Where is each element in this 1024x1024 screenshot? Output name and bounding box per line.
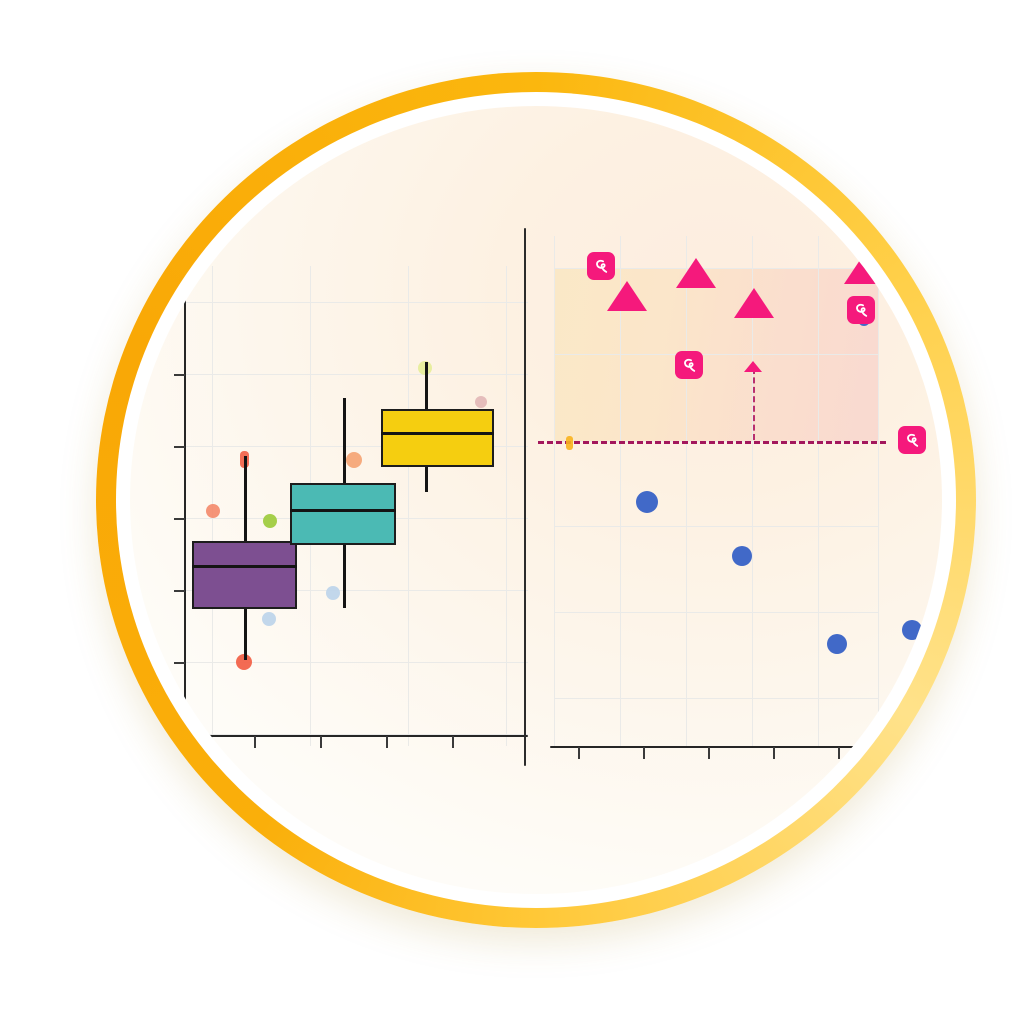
grid-line-h — [186, 446, 528, 447]
grid-line-v — [878, 236, 879, 746]
annotation-badge-icon[interactable] — [587, 252, 615, 280]
grid-line-v — [554, 236, 555, 746]
x-axis-tick — [254, 736, 256, 748]
annotation-badge-icon[interactable] — [898, 426, 926, 454]
grid-line-v — [752, 236, 753, 746]
y-axis-tick — [174, 446, 185, 448]
grid-line-h — [186, 590, 528, 591]
scatter-point-baseline — [732, 546, 752, 566]
plate-inner-disc — [130, 106, 942, 894]
scatter-point-baseline — [827, 634, 847, 654]
threshold-line — [538, 441, 886, 444]
jitter-point — [262, 612, 276, 626]
boxplot-box — [381, 409, 494, 467]
jitter-point — [236, 654, 252, 670]
y-axis-line — [184, 272, 186, 714]
x-axis-tick — [643, 747, 645, 759]
x-axis-tick — [320, 736, 322, 748]
y-axis-tick — [174, 518, 185, 520]
grid-line-v — [408, 266, 409, 746]
grid-line-v — [686, 236, 687, 746]
grid-line-h — [186, 734, 528, 735]
boxplot-whisker — [343, 398, 346, 488]
jitter-point — [206, 504, 220, 518]
boxplot-whisker — [343, 544, 346, 608]
boxplot-panel — [130, 106, 540, 894]
x-axis-tick — [452, 736, 454, 748]
panel-divider — [524, 228, 526, 766]
y-axis-tick — [174, 590, 185, 592]
y-axis-tick — [174, 374, 185, 376]
x-axis-tick — [838, 747, 840, 759]
x-axis-line — [550, 746, 880, 748]
boxplot-median-line — [192, 565, 297, 568]
grid-line-h — [186, 302, 528, 303]
threshold-marker — [566, 436, 573, 450]
scatter-point-significant — [844, 254, 884, 284]
scatter-point-significant — [607, 281, 647, 311]
boxplot-whisker — [425, 464, 428, 492]
jitter-point — [475, 396, 487, 408]
jitter-point — [326, 586, 340, 600]
grid-line-h — [554, 268, 878, 269]
grid-line-v — [506, 266, 507, 746]
boxplot-box — [192, 541, 297, 609]
grid-line-h — [186, 374, 528, 375]
scatter-point-significant — [734, 288, 774, 318]
x-axis-tick — [578, 747, 580, 759]
x-axis-tick — [386, 736, 388, 748]
grid-line-h — [554, 526, 878, 527]
annotation-badge-icon[interactable] — [847, 296, 875, 324]
x-axis-tick — [708, 747, 710, 759]
annotation-badge-icon[interactable] — [675, 351, 703, 379]
grid-line-h — [554, 612, 878, 613]
scatter-point-significant — [676, 258, 716, 288]
grid-line-h — [186, 662, 528, 663]
y-axis-tick — [174, 662, 185, 664]
x-axis-line — [208, 735, 528, 737]
boxplot-whisker — [425, 362, 428, 414]
grid-line-h — [554, 354, 878, 355]
threshold-connector — [753, 368, 755, 440]
x-axis-tick — [773, 747, 775, 759]
jitter-point — [346, 452, 362, 468]
boxplot-median-line — [290, 509, 396, 512]
y-axis-tick — [174, 302, 185, 304]
connector-arrow-icon — [744, 361, 762, 372]
scatter-point-baseline — [636, 491, 658, 513]
grid-line-v — [818, 236, 819, 746]
boxplot-box — [290, 483, 396, 545]
jitter-point — [263, 514, 277, 528]
scatter-point-baseline — [902, 620, 922, 640]
scatter-panel — [538, 106, 942, 894]
boxplot-whisker — [244, 456, 247, 550]
grid-line-v — [620, 236, 621, 746]
grid-line-h — [554, 698, 878, 699]
boxplot-median-line — [381, 432, 494, 435]
boxplot-whisker — [244, 604, 247, 660]
